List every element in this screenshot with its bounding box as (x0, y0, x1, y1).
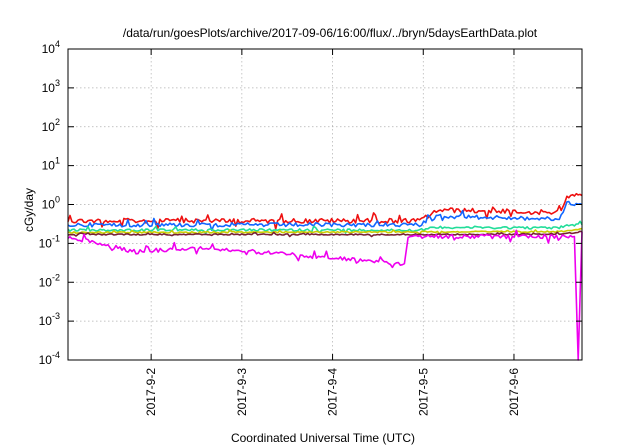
x-tick-label: 2017-9-2 (144, 368, 158, 416)
chart-title: /data/run/goesPlots/archive/2017-09-06/1… (123, 26, 538, 40)
series-line (67, 230, 583, 238)
x-axis-label: Coordinated Universal Time (UTC) (231, 431, 415, 445)
series-line (67, 220, 583, 235)
x-tick-label: 2017-9-3 (235, 368, 249, 416)
series-line (67, 227, 583, 235)
series-line (67, 200, 583, 231)
x-tick-label: 2017-9-6 (507, 368, 521, 416)
series-group (67, 192, 583, 361)
series-line (67, 229, 583, 361)
y-axis-label: cGy/day (22, 188, 36, 232)
x-tick-label: 2017-9-4 (326, 368, 340, 416)
x-axis: 2017-9-2 2017-9-3 2017-9-4 2017-9-5 2017-9-6 (144, 49, 521, 416)
x-tick-label: 2017-9-5 (416, 368, 430, 416)
grid (68, 49, 582, 360)
